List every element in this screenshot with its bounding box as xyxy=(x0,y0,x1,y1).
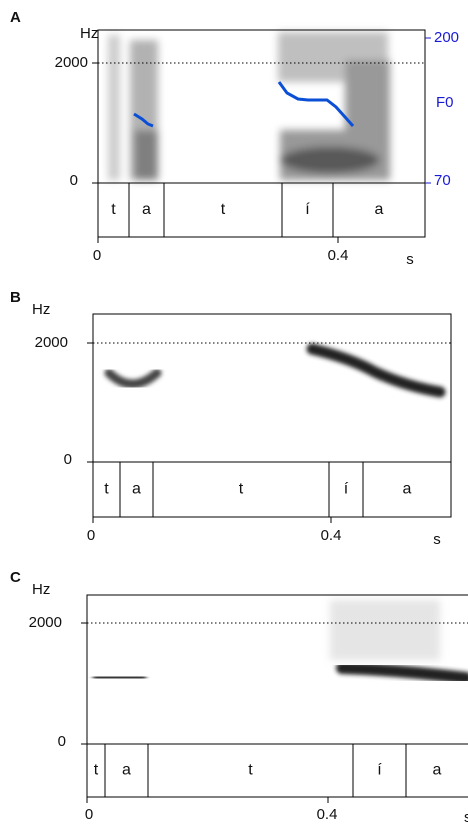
segment-label: í xyxy=(344,481,349,498)
segment-label: t xyxy=(248,762,253,779)
segment-label: í xyxy=(305,201,310,218)
segment-label: a xyxy=(122,762,131,779)
segment-label: t xyxy=(104,481,109,498)
plot-frame xyxy=(97,29,426,238)
segment-label: t xyxy=(94,762,99,779)
y-tick-label: 2000 xyxy=(55,54,88,71)
x-unit: s xyxy=(406,251,414,268)
x-tick-label: 0.4 xyxy=(317,806,338,823)
y-unit: Hz xyxy=(80,25,98,42)
x-unit: s xyxy=(464,809,468,826)
segment-label: a xyxy=(433,762,442,779)
segment-label: a xyxy=(142,201,151,218)
segment-label: t xyxy=(221,201,226,218)
segment-label: t xyxy=(239,481,244,498)
segment-label: a xyxy=(375,201,384,218)
y-tick-label: 0 xyxy=(70,172,78,189)
right-tick-label: 70 xyxy=(434,172,451,189)
panel-c: C Hz 2000 0 t a t í a 0 0.4 s xyxy=(10,569,468,826)
x-unit: s xyxy=(433,531,441,548)
y-tick-label: 2000 xyxy=(29,614,62,631)
f0-contour xyxy=(277,81,355,127)
x-tick-label: 0 xyxy=(93,247,101,264)
panel-label: A xyxy=(10,9,21,26)
y-tick-label: 0 xyxy=(64,451,72,468)
panel-a: A Hz 2000 0 200 F0 70 t a t í a 0 0.4 s xyxy=(10,9,459,268)
spectrogram xyxy=(108,32,390,180)
y-tick-label: 0 xyxy=(58,733,66,750)
segment-label: t xyxy=(111,201,116,218)
x-tick-label: 0 xyxy=(85,806,93,823)
segment-label: í xyxy=(377,762,382,779)
y-unit: Hz xyxy=(32,581,50,598)
spectrogram xyxy=(92,600,468,684)
y-tick-label: 2000 xyxy=(35,334,68,351)
x-tick-label: 0 xyxy=(87,527,95,544)
x-tick-label: 0.4 xyxy=(328,247,349,264)
right-axis-label: F0 xyxy=(436,94,454,111)
panel-b: B Hz 2000 0 t a t í a 0 0.4 s xyxy=(10,289,452,548)
panel-label: B xyxy=(10,289,21,306)
f0-contour xyxy=(133,112,154,128)
spectrogram xyxy=(104,343,446,398)
y-unit: Hz xyxy=(32,301,50,318)
plot-frame xyxy=(86,594,468,798)
right-tick-label: 200 xyxy=(434,29,459,46)
segment-label: a xyxy=(403,481,412,498)
segment-label: a xyxy=(132,481,141,498)
plot-frame xyxy=(92,313,452,518)
panel-label: C xyxy=(10,569,21,586)
x-tick-label: 0.4 xyxy=(321,527,342,544)
